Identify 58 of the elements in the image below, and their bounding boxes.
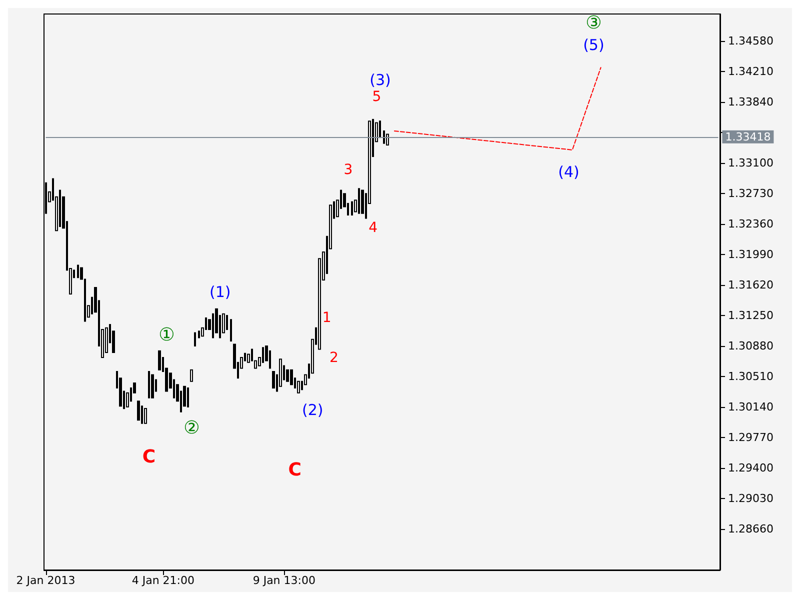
y-tick-label: 1.30510 [728, 370, 774, 383]
candlestick [262, 347, 264, 363]
y-tick-label: 1.31250 [728, 308, 774, 322]
candlestick [290, 369, 293, 386]
y-tick-label: 1.29400 [728, 461, 774, 474]
candlestick [158, 350, 161, 370]
candlestick [272, 370, 275, 388]
candlestick [77, 264, 79, 278]
candlestick [190, 369, 193, 382]
candlestick [358, 188, 360, 214]
candlestick [59, 190, 61, 228]
x-tick-label: 9 Jan 13:00 [252, 574, 316, 587]
candlestick [187, 387, 189, 408]
candlestick [226, 314, 228, 330]
annotation: ② [184, 418, 200, 438]
annotation: ③ [586, 12, 602, 34]
candlestick [351, 201, 353, 216]
annotation: ① [158, 324, 175, 346]
candlestick [137, 400, 140, 421]
candlestick [148, 370, 150, 398]
y-tick-label: 1.29770 [728, 430, 774, 444]
annotation: C [142, 446, 156, 468]
annotation: (3) [370, 71, 391, 89]
candlestick [383, 130, 385, 144]
y-tick-label: 1.32360 [728, 218, 774, 231]
candlestick [230, 319, 232, 342]
annotation: C [288, 460, 302, 480]
y-tick-label: 1.34580 [728, 34, 774, 48]
y-tick-label: 1.29030 [728, 492, 774, 505]
y-tick-label: 1.31990 [728, 248, 774, 262]
y-tick-label: 1.31620 [728, 278, 774, 292]
ref-line-label: 1.33418 [725, 130, 771, 144]
y-tick-label: 1.28660 [728, 522, 774, 536]
candlestick [286, 369, 289, 382]
annotation: 2 [330, 350, 338, 366]
annotation: 5 [372, 89, 382, 105]
candlestick [379, 120, 381, 138]
candlestick [151, 374, 154, 398]
x-tick-label: 2 Jan 2013 [16, 574, 76, 587]
annotation: 4 [368, 220, 378, 236]
annotation: (5) [583, 36, 604, 54]
annotation: 1 [322, 310, 332, 326]
y-tick-label: 1.30880 [728, 339, 774, 352]
annotation: (4) [558, 163, 580, 181]
y-tick-label: 1.33840 [728, 96, 774, 109]
candlestick [144, 408, 147, 424]
y-tick-label: 1.30140 [728, 400, 774, 414]
candlestick [198, 330, 200, 338]
annotation: 3 [344, 162, 353, 178]
annotation: (2) [302, 401, 324, 419]
candlestick [297, 380, 300, 394]
y-tick-label: 1.34210 [728, 65, 774, 78]
x-tick-label: 4 Jan 21:00 [132, 574, 195, 587]
y-tick-label: 1.33100 [728, 156, 774, 170]
y-tick-label: 1.32730 [728, 187, 774, 200]
candlestick [386, 134, 389, 146]
annotation: (1) [209, 283, 231, 301]
candlestick [194, 332, 196, 346]
